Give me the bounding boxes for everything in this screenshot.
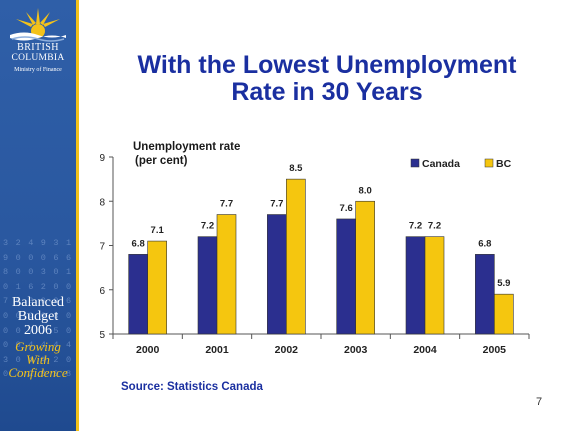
data-label: 6.8 — [132, 238, 145, 249]
data-label: 7.7 — [270, 199, 283, 210]
y-tick-label: 6 — [99, 286, 105, 297]
x-tick-label: 2005 — [483, 344, 507, 356]
bar-canada-2002 — [267, 214, 287, 335]
data-label: 7.2 — [201, 221, 214, 232]
bar-bc-2002 — [286, 178, 306, 335]
sidebar: BRITISH COLUMBIA Ministry of Finance 3 2… — [0, 0, 76, 431]
y-tick-label: 9 — [99, 153, 105, 164]
badge-growing: Growing — [15, 339, 61, 354]
x-tick-label: 2003 — [344, 344, 368, 356]
bar-canada-2001 — [197, 236, 218, 335]
chart-legend: Canada BC — [410, 158, 512, 170]
data-label: 5.9 — [497, 278, 510, 289]
chart-axes: 5 6 7 8 9 — [99, 153, 530, 341]
y-tick-label: 5 — [99, 330, 105, 341]
legend-label: Canada — [422, 158, 460, 170]
bar-canada-2005 — [475, 254, 495, 335]
slide-title-line2: Rate in 30 Years — [231, 78, 423, 106]
data-label: 8.5 — [289, 163, 303, 174]
data-label: 7.1 — [151, 225, 165, 236]
x-tick-label: 2004 — [413, 344, 437, 356]
y-tick-label: 7 — [99, 242, 105, 253]
badge-with: With — [26, 352, 50, 367]
y-tick-label: 8 — [99, 197, 105, 208]
legend-swatch — [410, 158, 420, 168]
sidebar-divider — [76, 0, 79, 431]
slide-title-line1: With the Lowest Unemployment — [137, 51, 517, 79]
badge-balanced: Balanced — [11, 295, 65, 310]
bar-canada-2004 — [405, 236, 426, 335]
data-label: 7.2 — [409, 221, 422, 232]
chart-bars: 2000 6.8 7.1 2001 7.2 7.7 2002 7.7 8.5 2003 7.6 8.0… — [128, 163, 514, 356]
y-axis-label-line2: (per cent) — [135, 155, 188, 167]
org-name-line1: BRITISH — [17, 42, 59, 53]
bar-bc-2005 — [494, 293, 514, 335]
badge-budget: Budget — [17, 309, 59, 324]
bar-bc-2000 — [147, 240, 167, 335]
source-note: Source: Statistics Canada — [121, 381, 263, 393]
bar-bc-2003 — [355, 200, 375, 335]
data-label: 7.7 — [220, 199, 233, 210]
page-number: 7 — [536, 396, 543, 408]
bar-canada-2003 — [336, 218, 356, 335]
bar-bc-2001 — [216, 214, 237, 335]
badge-confidence: Confidence — [8, 365, 68, 380]
badge-year: 2006 — [24, 323, 52, 338]
legend-label: BC — [496, 158, 512, 170]
ministry-name: Ministry of Finance — [14, 67, 62, 73]
x-tick-label: 2001 — [205, 344, 229, 356]
data-label: 7.6 — [340, 203, 353, 214]
legend-swatch — [484, 158, 494, 168]
y-axis-label-line1: Unemployment rate — [133, 141, 240, 153]
x-tick-label: 2002 — [275, 344, 299, 356]
org-name-line2: COLUMBIA — [11, 53, 65, 63]
data-label: 7.2 — [428, 221, 441, 232]
sun-logo-icon — [10, 8, 66, 42]
data-label: 6.8 — [478, 238, 491, 249]
bar-bc-2004 — [424, 236, 445, 335]
x-tick-label: 2000 — [136, 344, 160, 356]
decorative-digits: 3 2 4 9 3 1 4 0 9 0 0 0 6 6 8 3 8 0 0 3 … — [3, 238, 73, 380]
data-label: 8.0 — [359, 185, 372, 196]
bar-canada-2000 — [128, 254, 148, 335]
